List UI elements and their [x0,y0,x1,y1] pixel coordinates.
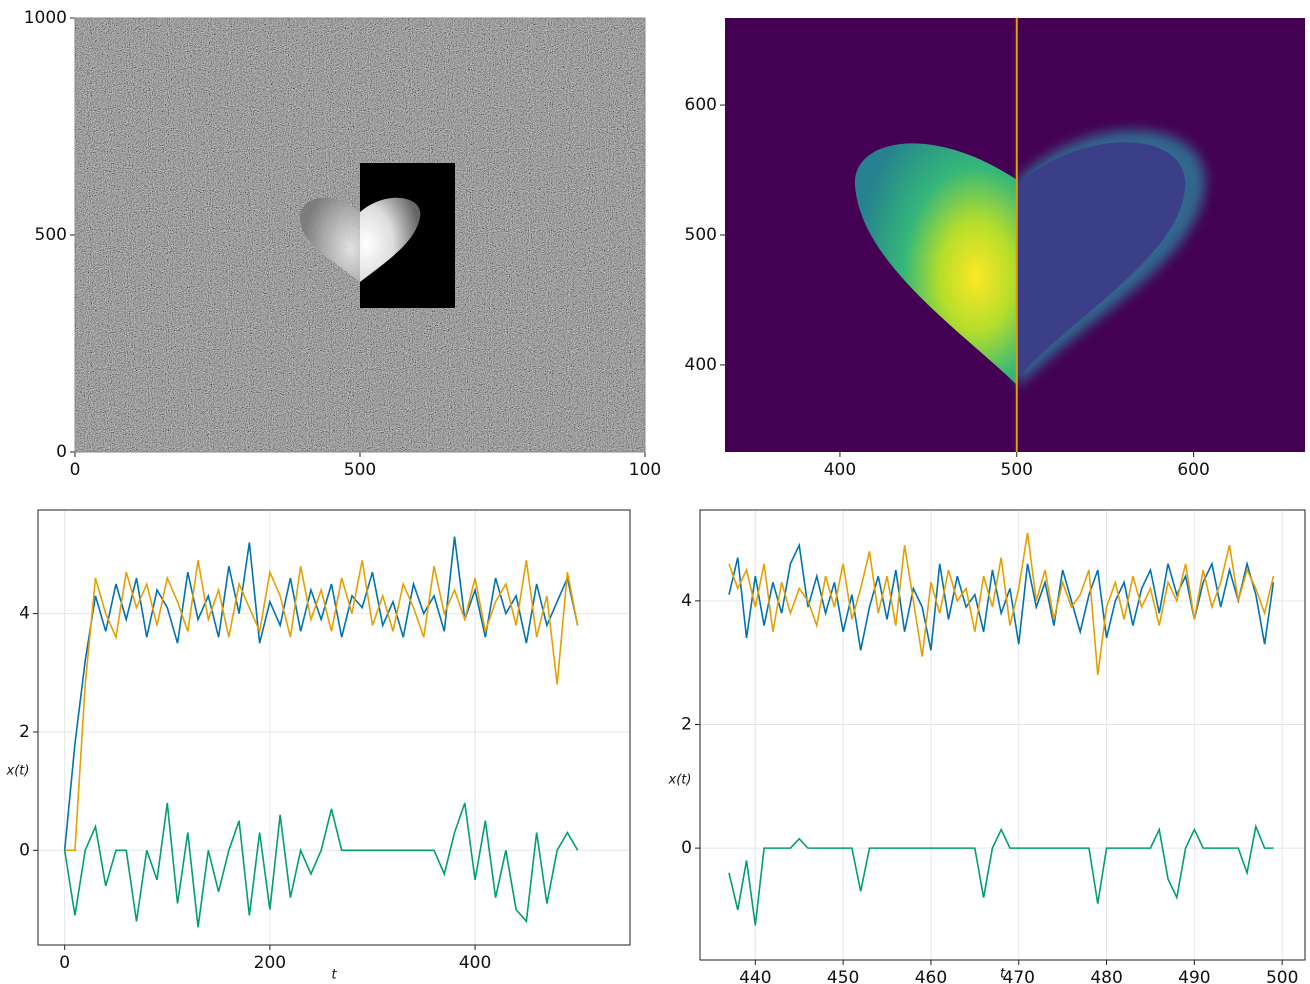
x-tick-label: 0 [70,460,81,480]
series-line [63,802,579,928]
series-line [63,536,579,851]
plot-frame [37,509,631,946]
y-tick-label: 0 [19,840,30,860]
series-line [64,560,579,852]
x-axis-label: t [331,968,337,983]
x-tick-label: 500 [1266,968,1298,984]
x-tick-label: 0 [59,953,70,973]
series-line [728,823,1274,926]
y-tick-label: 2 [19,722,30,742]
plot-frame [74,17,646,453]
y-tick-label: 4 [19,604,30,624]
y-tick-label: 0 [56,442,67,462]
series-line [728,532,1275,676]
x-tick-label: 440 [739,968,771,984]
x-tick-label: 500 [344,460,376,480]
y-tick-label: 500 [35,225,67,245]
x-tick-label: 500 [1001,460,1033,480]
y-axis-label: x(t) [668,773,692,788]
x-tick-label: 600 [1177,460,1209,480]
series-line [728,542,1275,651]
x-tick-label: 480 [1090,968,1122,984]
x-tick-label: 400 [459,953,491,973]
x-tick-label: 490 [1178,968,1210,984]
y-tick-label: 500 [685,225,717,245]
x-tick-label: 100 [629,460,661,480]
y-tick-label: 2 [681,714,692,734]
plot-frame [699,509,1306,961]
x-tick-label: 200 [254,953,286,973]
y-tick-label: 400 [685,355,717,375]
y-tick-label: 0 [681,838,692,858]
x-tick-label: 450 [827,968,859,984]
y-tick-label: 4 [681,591,692,611]
y-axis-label: x(t) [6,764,30,779]
image-left [75,18,645,452]
y-tick-label: 600 [685,95,717,115]
x-tick-label: 470 [1003,968,1035,984]
x-axis-label: t [1000,967,1006,982]
x-tick-label: 460 [915,968,947,984]
y-tick-label: 1000 [24,8,67,28]
image-right [725,18,1305,452]
x-tick-label: 400 [824,460,856,480]
